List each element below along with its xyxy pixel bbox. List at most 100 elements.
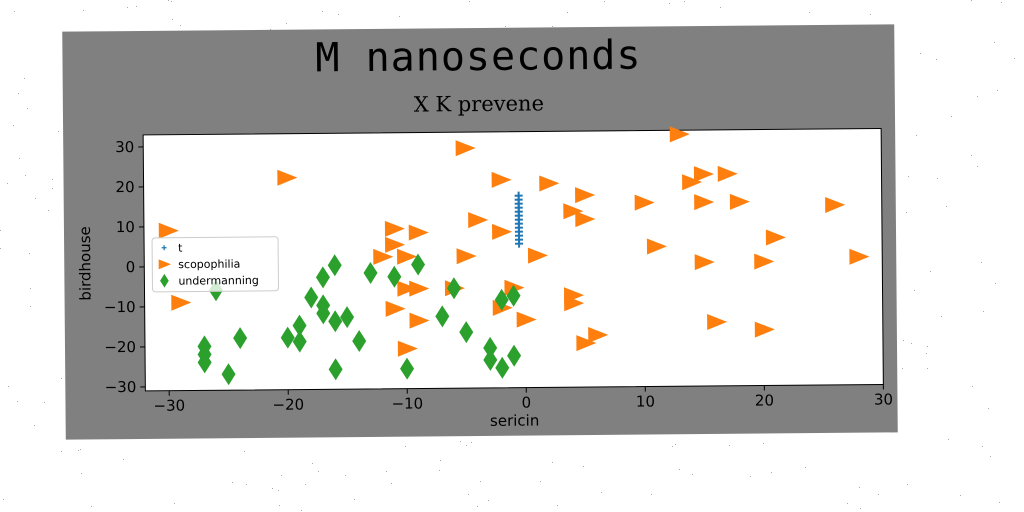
noise-speck <box>870 14 871 15</box>
undermanning-marker <box>494 288 509 311</box>
scopophilia-marker <box>373 248 394 265</box>
noise-speck <box>859 487 860 488</box>
legend-label-t: t <box>178 242 183 255</box>
scopophilia-marker <box>455 140 476 157</box>
scopophilia-marker <box>456 248 477 265</box>
noise-speck <box>983 311 984 312</box>
scopophilia-marker <box>588 327 609 344</box>
noise-speck <box>669 3 670 4</box>
noise-speck <box>27 108 28 109</box>
undermanning-marker <box>507 344 522 367</box>
noise-speck <box>58 131 59 132</box>
noise-speck <box>927 368 928 369</box>
noise-speck <box>1001 2 1002 3</box>
noise-speck <box>977 96 978 97</box>
noise-speck <box>750 476 751 477</box>
undermanning-marker <box>221 363 236 386</box>
legend-label-undermanning: undermanning <box>178 274 259 288</box>
scopophilia-marker <box>409 280 430 297</box>
noise-speck <box>405 446 406 447</box>
data-marks <box>158 126 870 386</box>
noise-speck <box>878 494 879 495</box>
noise-speck <box>937 178 938 179</box>
noise-speck <box>684 1 685 2</box>
legend-undermanning-marker <box>160 273 169 288</box>
scopophilia-marker <box>397 280 418 297</box>
undermanning-marker <box>328 358 343 381</box>
legend-label-scopophilia: scopophilia <box>178 258 240 272</box>
y-tick-label: −30 <box>105 378 137 396</box>
y-tick-label: 0 <box>126 258 136 276</box>
noise-speck <box>18 93 19 94</box>
noise-speck <box>81 473 82 474</box>
noise-speck <box>466 445 467 446</box>
noise-speck <box>927 346 928 347</box>
noise-speck <box>52 179 53 180</box>
noise-speck <box>25 175 26 176</box>
scopophilia-marker <box>682 174 703 191</box>
scopophilia-marker <box>575 187 596 204</box>
undermanning-marker <box>352 330 367 353</box>
scopophilia-marker <box>564 295 585 312</box>
undermanning-marker <box>459 321 474 344</box>
noise-speck <box>180 25 181 26</box>
scopophilia-marker <box>158 222 179 239</box>
noise-speck <box>771 472 772 473</box>
noise-speck <box>675 444 676 445</box>
undermanning-marker <box>363 261 378 284</box>
noise-speck <box>903 340 904 341</box>
undermanning-marker <box>387 265 402 288</box>
scopophilia-marker <box>693 166 714 183</box>
noise-speck <box>809 12 810 13</box>
undermanning-marker <box>316 302 331 325</box>
noise-speck <box>583 466 584 467</box>
undermanning-marker <box>292 330 307 353</box>
scopophilia-marker <box>527 247 549 264</box>
y-tick-label: 20 <box>115 178 134 196</box>
noise-speck <box>13 125 14 126</box>
noise-speck <box>174 503 175 504</box>
noise-speck <box>480 481 481 482</box>
scopophilia-marker <box>408 224 429 241</box>
noise-speck <box>997 90 998 91</box>
noise-speck <box>83 10 84 11</box>
noise-speck <box>951 116 952 117</box>
noise-speck <box>971 155 972 156</box>
y-tick-label: −20 <box>104 338 136 356</box>
noise-speck <box>439 470 440 471</box>
noise-speck <box>920 53 921 54</box>
noise-speck <box>312 463 313 464</box>
noise-speck <box>557 505 558 506</box>
legend-scopophilia-marker <box>158 259 172 270</box>
undermanning-marker <box>506 284 521 307</box>
noise-speck <box>471 442 472 443</box>
noise-speck <box>930 271 931 272</box>
scopophilia-marker <box>717 165 738 182</box>
noise-speck <box>604 1 605 2</box>
noise-speck <box>469 1 470 2</box>
scopophilia-marker <box>397 248 418 265</box>
y-tick-label: 10 <box>116 218 135 236</box>
noise-speck <box>860 508 861 509</box>
legend-t-marker <box>161 245 167 251</box>
series-scopophilia <box>158 126 870 357</box>
noise-speck <box>763 443 764 444</box>
scopophilia-marker <box>409 312 430 329</box>
y-tick-label: −10 <box>104 298 136 316</box>
noise-speck <box>440 460 441 461</box>
undermanning-marker <box>280 326 295 349</box>
noise-speck <box>977 166 978 167</box>
noise-speck <box>123 459 124 460</box>
scopophilia-marker <box>694 194 715 211</box>
noise-speck <box>805 467 806 468</box>
noise-speck <box>847 503 848 504</box>
undermanning-marker <box>483 348 498 371</box>
noise-speck <box>48 210 49 211</box>
noise-speck <box>338 14 339 15</box>
noise-speck <box>354 499 355 500</box>
noise-speck <box>601 492 602 493</box>
noise-speck <box>35 198 36 199</box>
scopophilia-marker <box>171 294 192 311</box>
scopophilia-marker <box>277 169 298 186</box>
noise-speck <box>399 16 400 17</box>
